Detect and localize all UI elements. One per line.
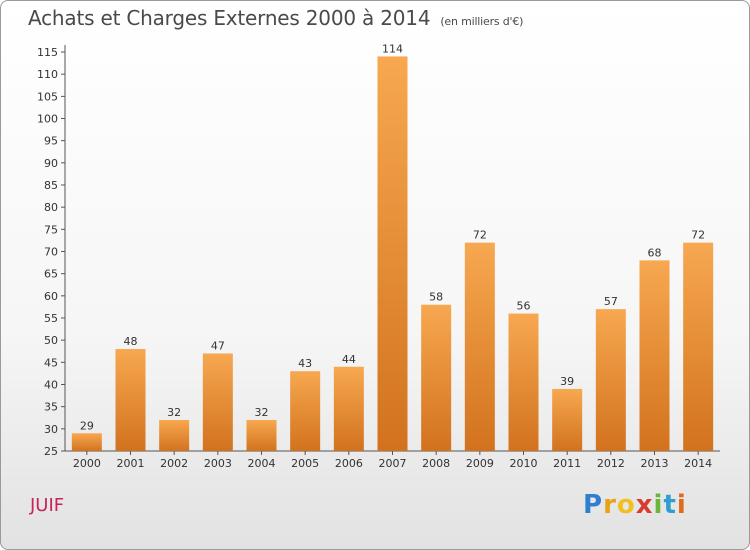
chart-subtitle: (en milliers d'€) bbox=[440, 15, 524, 28]
y-tick-label: 115 bbox=[37, 46, 58, 59]
commune-name: JUIF bbox=[30, 495, 65, 516]
x-tick-label: 2012 bbox=[597, 457, 625, 470]
y-tick-label: 65 bbox=[44, 268, 58, 281]
logo-letter: o bbox=[616, 490, 636, 520]
y-tick-label: 30 bbox=[44, 423, 58, 436]
bar bbox=[202, 353, 233, 451]
bar bbox=[333, 366, 364, 451]
bar bbox=[421, 304, 452, 451]
y-tick-label: 100 bbox=[37, 113, 58, 126]
logo-letter: P bbox=[583, 490, 604, 520]
data-label: 29 bbox=[80, 419, 94, 432]
x-tick-label: 2005 bbox=[291, 457, 319, 470]
bar bbox=[115, 349, 146, 451]
bar bbox=[464, 242, 495, 451]
y-tick-label: 45 bbox=[44, 356, 58, 369]
y-tick-label: 80 bbox=[44, 201, 58, 214]
x-tick-label: 2009 bbox=[466, 457, 494, 470]
bar bbox=[246, 419, 277, 451]
y-tick-label: 95 bbox=[44, 135, 58, 148]
data-label: 32 bbox=[255, 406, 269, 419]
y-tick-label: 60 bbox=[44, 290, 58, 303]
bar bbox=[71, 433, 102, 451]
x-tick-label: 2014 bbox=[684, 457, 712, 470]
y-tick-label: 55 bbox=[44, 312, 58, 325]
x-tick-label: 2003 bbox=[204, 457, 232, 470]
data-label: 39 bbox=[560, 375, 574, 388]
bar bbox=[377, 56, 408, 451]
x-tick-label: 2013 bbox=[641, 457, 669, 470]
x-tick-label: 2008 bbox=[422, 457, 450, 470]
data-label: 32 bbox=[167, 406, 181, 419]
data-label: 56 bbox=[517, 300, 531, 313]
y-tick-label: 70 bbox=[44, 246, 58, 259]
chart-title-text: Achats et Charges Externes 2000 à 2014 bbox=[28, 6, 431, 30]
bar bbox=[290, 371, 321, 451]
data-label: 72 bbox=[473, 229, 487, 242]
y-tick-label: 85 bbox=[44, 179, 58, 192]
logo-letter: x bbox=[635, 490, 654, 520]
x-tick-label: 2002 bbox=[160, 457, 188, 470]
x-tick-label: 2011 bbox=[553, 457, 581, 470]
y-tick-label: 40 bbox=[44, 379, 58, 392]
data-label: 68 bbox=[648, 246, 662, 259]
proxiti-logo: Proxiti bbox=[583, 490, 687, 520]
x-tick-label: 2000 bbox=[73, 457, 101, 470]
y-tick-label: 75 bbox=[44, 223, 58, 236]
x-tick-label: 2006 bbox=[335, 457, 363, 470]
logo-letter: r bbox=[603, 490, 617, 520]
bar bbox=[508, 313, 539, 451]
y-tick-label: 50 bbox=[44, 334, 58, 347]
chart-title: Achats et Charges Externes 2000 à 2014 (e… bbox=[28, 6, 523, 30]
data-label: 72 bbox=[691, 229, 705, 242]
data-label: 114 bbox=[382, 42, 403, 55]
y-tick-label: 110 bbox=[37, 68, 58, 81]
data-label: 44 bbox=[342, 353, 356, 366]
bar bbox=[595, 309, 626, 451]
bar bbox=[159, 419, 190, 451]
bar bbox=[552, 388, 583, 451]
data-label: 48 bbox=[124, 335, 138, 348]
data-label: 43 bbox=[298, 357, 312, 370]
data-label: 47 bbox=[211, 339, 225, 352]
y-tick-label: 25 bbox=[44, 445, 58, 458]
data-label: 58 bbox=[429, 291, 443, 304]
logo-letter: i bbox=[653, 490, 664, 520]
logo-letter: i bbox=[676, 490, 687, 520]
x-tick-label: 2004 bbox=[248, 457, 276, 470]
bar bbox=[639, 260, 670, 451]
y-tick-label: 35 bbox=[44, 401, 58, 414]
logo-letter: t bbox=[663, 490, 677, 520]
x-tick-label: 2010 bbox=[510, 457, 538, 470]
y-tick-label: 105 bbox=[37, 90, 58, 103]
bar bbox=[683, 242, 714, 451]
y-tick-label: 90 bbox=[44, 157, 58, 170]
x-tick-label: 2001 bbox=[117, 457, 145, 470]
x-tick-label: 2007 bbox=[379, 457, 407, 470]
data-label: 57 bbox=[604, 295, 618, 308]
